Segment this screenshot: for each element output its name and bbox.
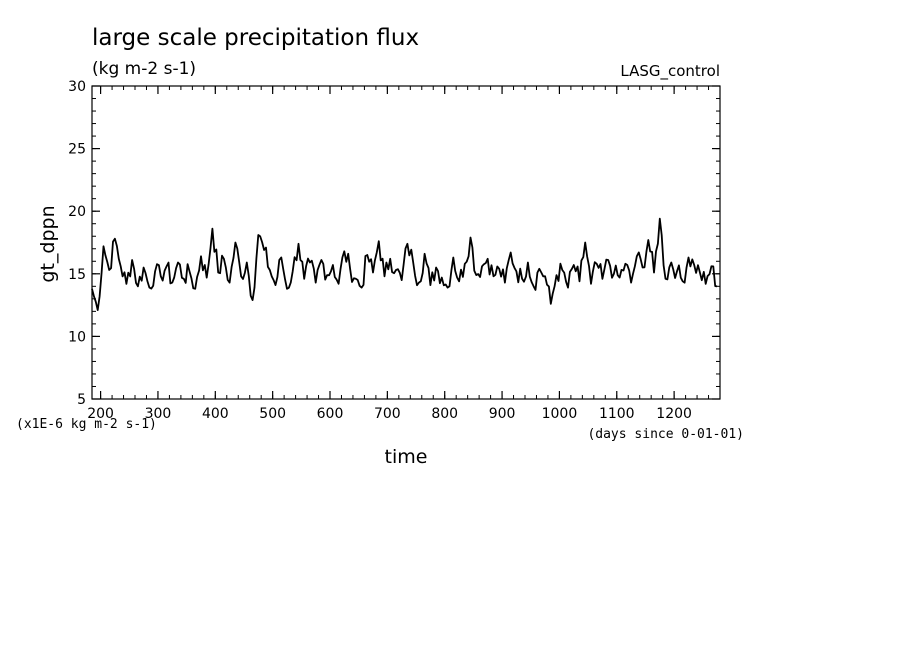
y-tick-label: 10 bbox=[68, 329, 86, 345]
y-tick-label: 20 bbox=[68, 204, 86, 220]
tick-labels: 200 300 400 500 600 700 800 900 1000 1100 1200 5 10 1… bbox=[68, 79, 692, 422]
x-tick-label: 300 bbox=[145, 406, 172, 422]
y-tick-label: 30 bbox=[68, 79, 86, 95]
x-tick-label: 1200 bbox=[656, 406, 692, 422]
axis-ticks bbox=[92, 85, 721, 400]
y-axis-label: gt_dppn bbox=[37, 205, 59, 282]
x-tick-label: 800 bbox=[431, 406, 458, 422]
x-unit-label: (days since 0-01-01) bbox=[587, 427, 744, 442]
x-tick-label: 200 bbox=[87, 406, 114, 422]
y-tick-label: 5 bbox=[77, 392, 86, 408]
x-tick-label: 700 bbox=[374, 406, 401, 422]
x-tick-label: 1100 bbox=[599, 406, 635, 422]
run-label: LASG_control bbox=[620, 62, 720, 81]
y-tick-label: 15 bbox=[68, 267, 86, 283]
series-line bbox=[91, 217, 718, 311]
x-axis-label: time bbox=[385, 446, 428, 468]
x-tick-label: 900 bbox=[489, 406, 516, 422]
x-tick-label: 400 bbox=[202, 406, 229, 422]
chart-subtitle: (kg m-2 s-1) bbox=[92, 59, 196, 79]
x-tick-label: 1000 bbox=[542, 406, 578, 422]
y-tick-label: 25 bbox=[68, 142, 86, 158]
x-tick-label: 600 bbox=[317, 406, 344, 422]
chart-title: large scale precipitation flux bbox=[92, 25, 419, 51]
x-tick-label: 500 bbox=[259, 406, 286, 422]
plot-frame bbox=[91, 85, 721, 400]
y-unit-label: (x1E-6 kg m-2 s-1) bbox=[16, 417, 157, 432]
